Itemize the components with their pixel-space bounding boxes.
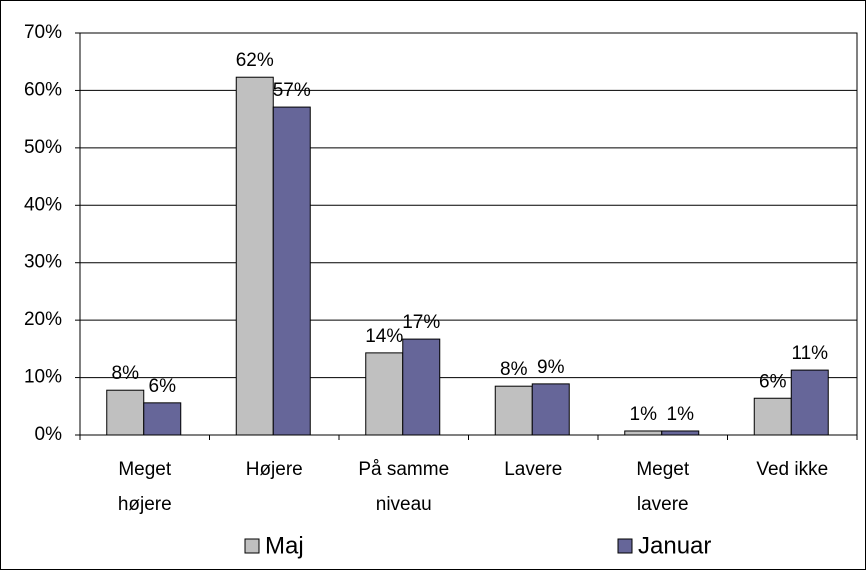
bar xyxy=(790,369,829,436)
y-tick-label: 50% xyxy=(24,137,62,158)
bar xyxy=(365,352,404,436)
legend-label: Maj xyxy=(265,532,304,559)
value-label: 14% xyxy=(365,326,403,347)
y-tick-label: 30% xyxy=(24,252,62,273)
x-tick-label: Lavere xyxy=(504,459,562,480)
y-tick-label: 10% xyxy=(24,367,62,388)
bar xyxy=(753,397,792,436)
value-label: 6% xyxy=(149,376,177,397)
y-tick-label: 70% xyxy=(24,22,62,43)
legend-swatch xyxy=(244,538,260,554)
bar xyxy=(494,385,533,436)
bar xyxy=(143,402,182,436)
value-label: 6% xyxy=(759,371,787,392)
plot-area xyxy=(79,32,858,436)
value-label: 62% xyxy=(236,50,274,71)
value-label: 57% xyxy=(273,80,311,101)
x-tick-label: niveau xyxy=(376,494,432,515)
x-tick-label: Højere xyxy=(246,459,303,480)
y-tick-label: 60% xyxy=(24,79,62,100)
legend-swatch xyxy=(617,538,633,554)
bar xyxy=(235,76,274,436)
x-tick-label: Meget xyxy=(118,459,172,480)
value-label: 1% xyxy=(667,404,695,425)
y-tick-label: 0% xyxy=(35,424,63,445)
bar xyxy=(402,338,441,436)
legend-label: Januar xyxy=(638,532,711,559)
value-label: 8% xyxy=(500,359,528,380)
value-label: 9% xyxy=(537,357,565,378)
value-label: 1% xyxy=(630,404,658,425)
value-label: 11% xyxy=(791,343,828,364)
x-tick-label: lavere xyxy=(637,494,689,515)
bar xyxy=(272,106,311,436)
bar xyxy=(106,389,145,436)
y-tick-label: 20% xyxy=(24,309,62,330)
x-tick-label: Ved ikke xyxy=(756,459,828,480)
bar xyxy=(624,430,663,436)
x-tick-label: højere xyxy=(118,494,172,515)
bar xyxy=(661,430,700,436)
x-tick-label: Meget xyxy=(636,459,690,480)
x-tick-label: På samme xyxy=(358,459,449,480)
y-tick-label: 40% xyxy=(24,194,62,215)
value-label: 8% xyxy=(112,363,140,384)
bar xyxy=(531,383,570,436)
value-label: 17% xyxy=(402,312,440,333)
